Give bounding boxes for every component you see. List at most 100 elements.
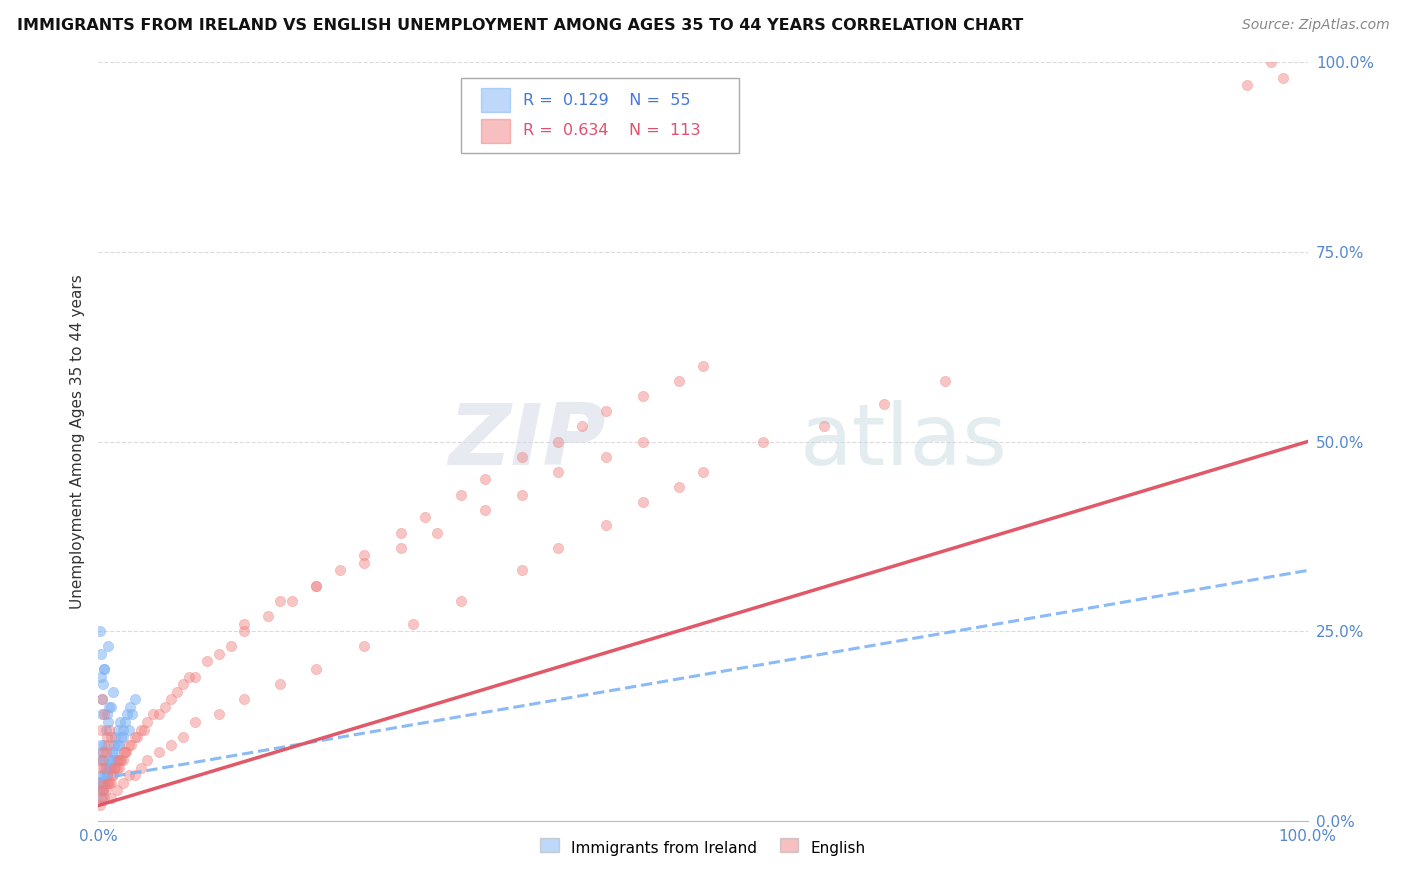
- Point: [100, 768, 122, 782]
- Point: [631, 389, 654, 403]
- Point: [100, 746, 122, 760]
- Point: [510, 487, 533, 501]
- Point: [97, 760, 120, 774]
- Point: [124, 768, 146, 782]
- Point: [105, 753, 128, 767]
- Point: [90, 669, 112, 683]
- Point: [90, 776, 112, 790]
- Point: [129, 760, 152, 774]
- Point: [89, 798, 111, 813]
- Point: [934, 374, 956, 388]
- Point: [100, 753, 122, 767]
- Point: [305, 579, 328, 593]
- Point: [94, 746, 117, 760]
- Point: [101, 768, 124, 782]
- Point: [94, 783, 117, 797]
- Point: [105, 760, 128, 774]
- Point: [91, 707, 114, 722]
- Point: [93, 768, 115, 782]
- Point: [426, 525, 449, 540]
- Point: [571, 419, 593, 434]
- Point: [93, 707, 115, 722]
- Point: [120, 738, 142, 752]
- Point: [118, 723, 141, 737]
- Point: [96, 768, 118, 782]
- Point: [103, 760, 125, 774]
- Point: [91, 753, 114, 767]
- Point: [179, 669, 201, 683]
- Point: [91, 783, 114, 797]
- Point: [104, 760, 127, 774]
- Point: [142, 707, 165, 722]
- Point: [668, 374, 690, 388]
- Point: [389, 525, 412, 540]
- Point: [91, 746, 114, 760]
- Point: [160, 692, 183, 706]
- Point: [232, 616, 254, 631]
- Point: [631, 495, 654, 509]
- Point: [353, 639, 375, 653]
- Point: [121, 707, 143, 722]
- Legend: Immigrants from Ireland, English: Immigrants from Ireland, English: [534, 835, 872, 863]
- Point: [91, 768, 114, 782]
- Point: [153, 699, 176, 714]
- Point: [90, 760, 112, 774]
- Point: [101, 685, 124, 699]
- Point: [93, 776, 115, 790]
- Point: [184, 715, 207, 730]
- Point: [101, 753, 124, 767]
- Point: [111, 730, 134, 744]
- Point: [93, 662, 115, 676]
- Point: [389, 541, 412, 555]
- Point: [98, 760, 121, 774]
- Point: [510, 450, 533, 464]
- Point: [208, 707, 231, 722]
- Point: [134, 723, 156, 737]
- Point: [93, 760, 115, 774]
- Point: [160, 738, 183, 752]
- Point: [108, 753, 131, 767]
- Point: [232, 624, 254, 639]
- Point: [110, 753, 132, 767]
- Point: [89, 783, 111, 797]
- Point: [100, 730, 122, 744]
- Point: [595, 404, 617, 418]
- Point: [89, 624, 111, 639]
- Point: [94, 723, 117, 737]
- Point: [93, 791, 115, 805]
- Point: [148, 746, 170, 760]
- Point: [305, 662, 328, 676]
- Point: [96, 730, 118, 744]
- Point: [305, 579, 328, 593]
- Point: [91, 692, 114, 706]
- Point: [148, 707, 170, 722]
- Point: [90, 738, 112, 752]
- Point: [97, 776, 120, 790]
- Point: [98, 723, 121, 737]
- Text: R =  0.129    N =  55: R = 0.129 N = 55: [523, 93, 690, 108]
- Text: ZIP: ZIP: [449, 400, 606, 483]
- Point: [124, 730, 146, 744]
- Point: [450, 594, 472, 608]
- Point: [105, 783, 128, 797]
- Point: [107, 753, 129, 767]
- Point: [115, 746, 138, 760]
- Point: [1260, 55, 1282, 70]
- Point: [91, 753, 114, 767]
- Point: [112, 746, 135, 760]
- Point: [402, 616, 425, 631]
- Point: [595, 450, 617, 464]
- Point: [103, 746, 125, 760]
- FancyBboxPatch shape: [461, 78, 740, 153]
- Point: [100, 699, 122, 714]
- Point: [595, 517, 617, 532]
- Point: [329, 564, 352, 578]
- Point: [413, 510, 436, 524]
- Point: [281, 594, 304, 608]
- Point: [269, 594, 291, 608]
- Point: [353, 548, 375, 563]
- Point: [90, 791, 112, 805]
- Point: [692, 359, 714, 373]
- Point: [89, 776, 111, 790]
- Point: [98, 776, 121, 790]
